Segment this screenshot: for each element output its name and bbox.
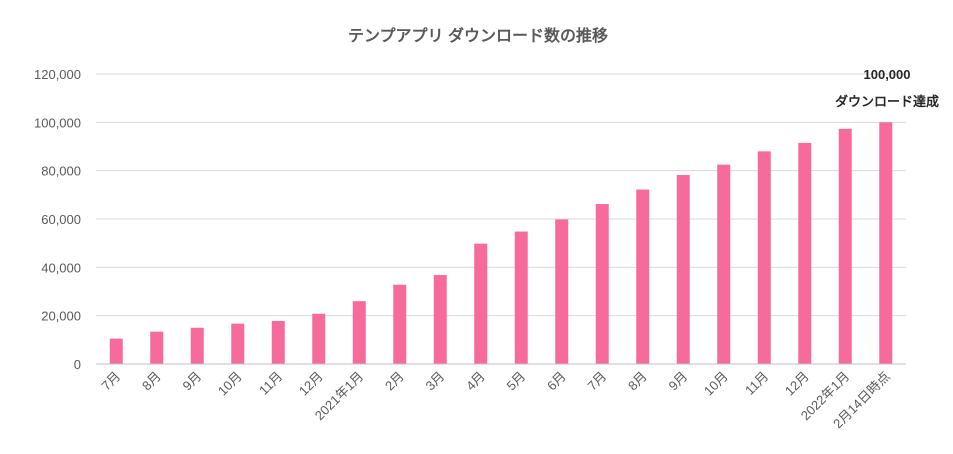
bar [555,219,569,364]
gridlines [96,73,906,317]
x-tick-label: 10月 [215,369,245,399]
x-tick-label: 3月 [422,369,447,394]
bar [676,175,690,364]
bar [879,122,893,364]
bar [514,231,528,364]
bar [717,164,731,364]
x-tick-label: 11月 [256,369,285,398]
x-tick-label: 5月 [503,369,528,394]
annotation-text: ダウンロード達成 [835,94,939,109]
y-tick-label: 0 [74,357,81,372]
chart-title: テンプアプリ ダウンロード数の推移 [348,26,608,45]
bar [636,189,650,364]
x-tick-label: 4月 [463,369,488,394]
bar [433,275,447,364]
x-tick-label: 12月 [296,369,326,399]
y-tick-label: 60,000 [41,212,81,227]
x-tick-label: 9月 [665,369,690,394]
bar [190,327,204,364]
bar [474,243,488,364]
y-tick-label: 80,000 [41,164,81,179]
x-tick-label: 7月 [584,369,609,394]
x-tick-label: 11月 [742,369,771,398]
bar [109,338,123,364]
y-tick-label: 100,000 [34,115,81,130]
x-tick-label: 9月 [179,369,204,394]
x-tick-label: 10月 [701,369,731,399]
bars [109,122,893,364]
bar [757,151,771,364]
x-tick-label: 8月 [139,369,164,394]
y-tick-label: 20,000 [41,309,81,324]
y-tick-label: 120,000 [34,67,81,82]
x-tick-label: 7月 [98,369,123,394]
bar [150,331,164,364]
annotation-value: 100,000 [864,67,911,82]
x-tick-label: 8月 [625,369,650,394]
x-tick-label: 2月 [382,369,407,394]
x-tick-label: 6月 [544,369,569,394]
bar [393,284,407,364]
bar [352,301,366,364]
bar [595,204,609,364]
bar [312,313,326,364]
y-tick-label: 40,000 [41,260,81,275]
bar [838,128,852,364]
bar [798,142,812,364]
bar [231,323,245,364]
x-tick-label: 12月 [782,369,812,399]
bar [271,320,285,364]
y-axis-tick-labels: 0 20,000 40,000 60,000 80,000 100,000 120,000 [34,67,81,372]
